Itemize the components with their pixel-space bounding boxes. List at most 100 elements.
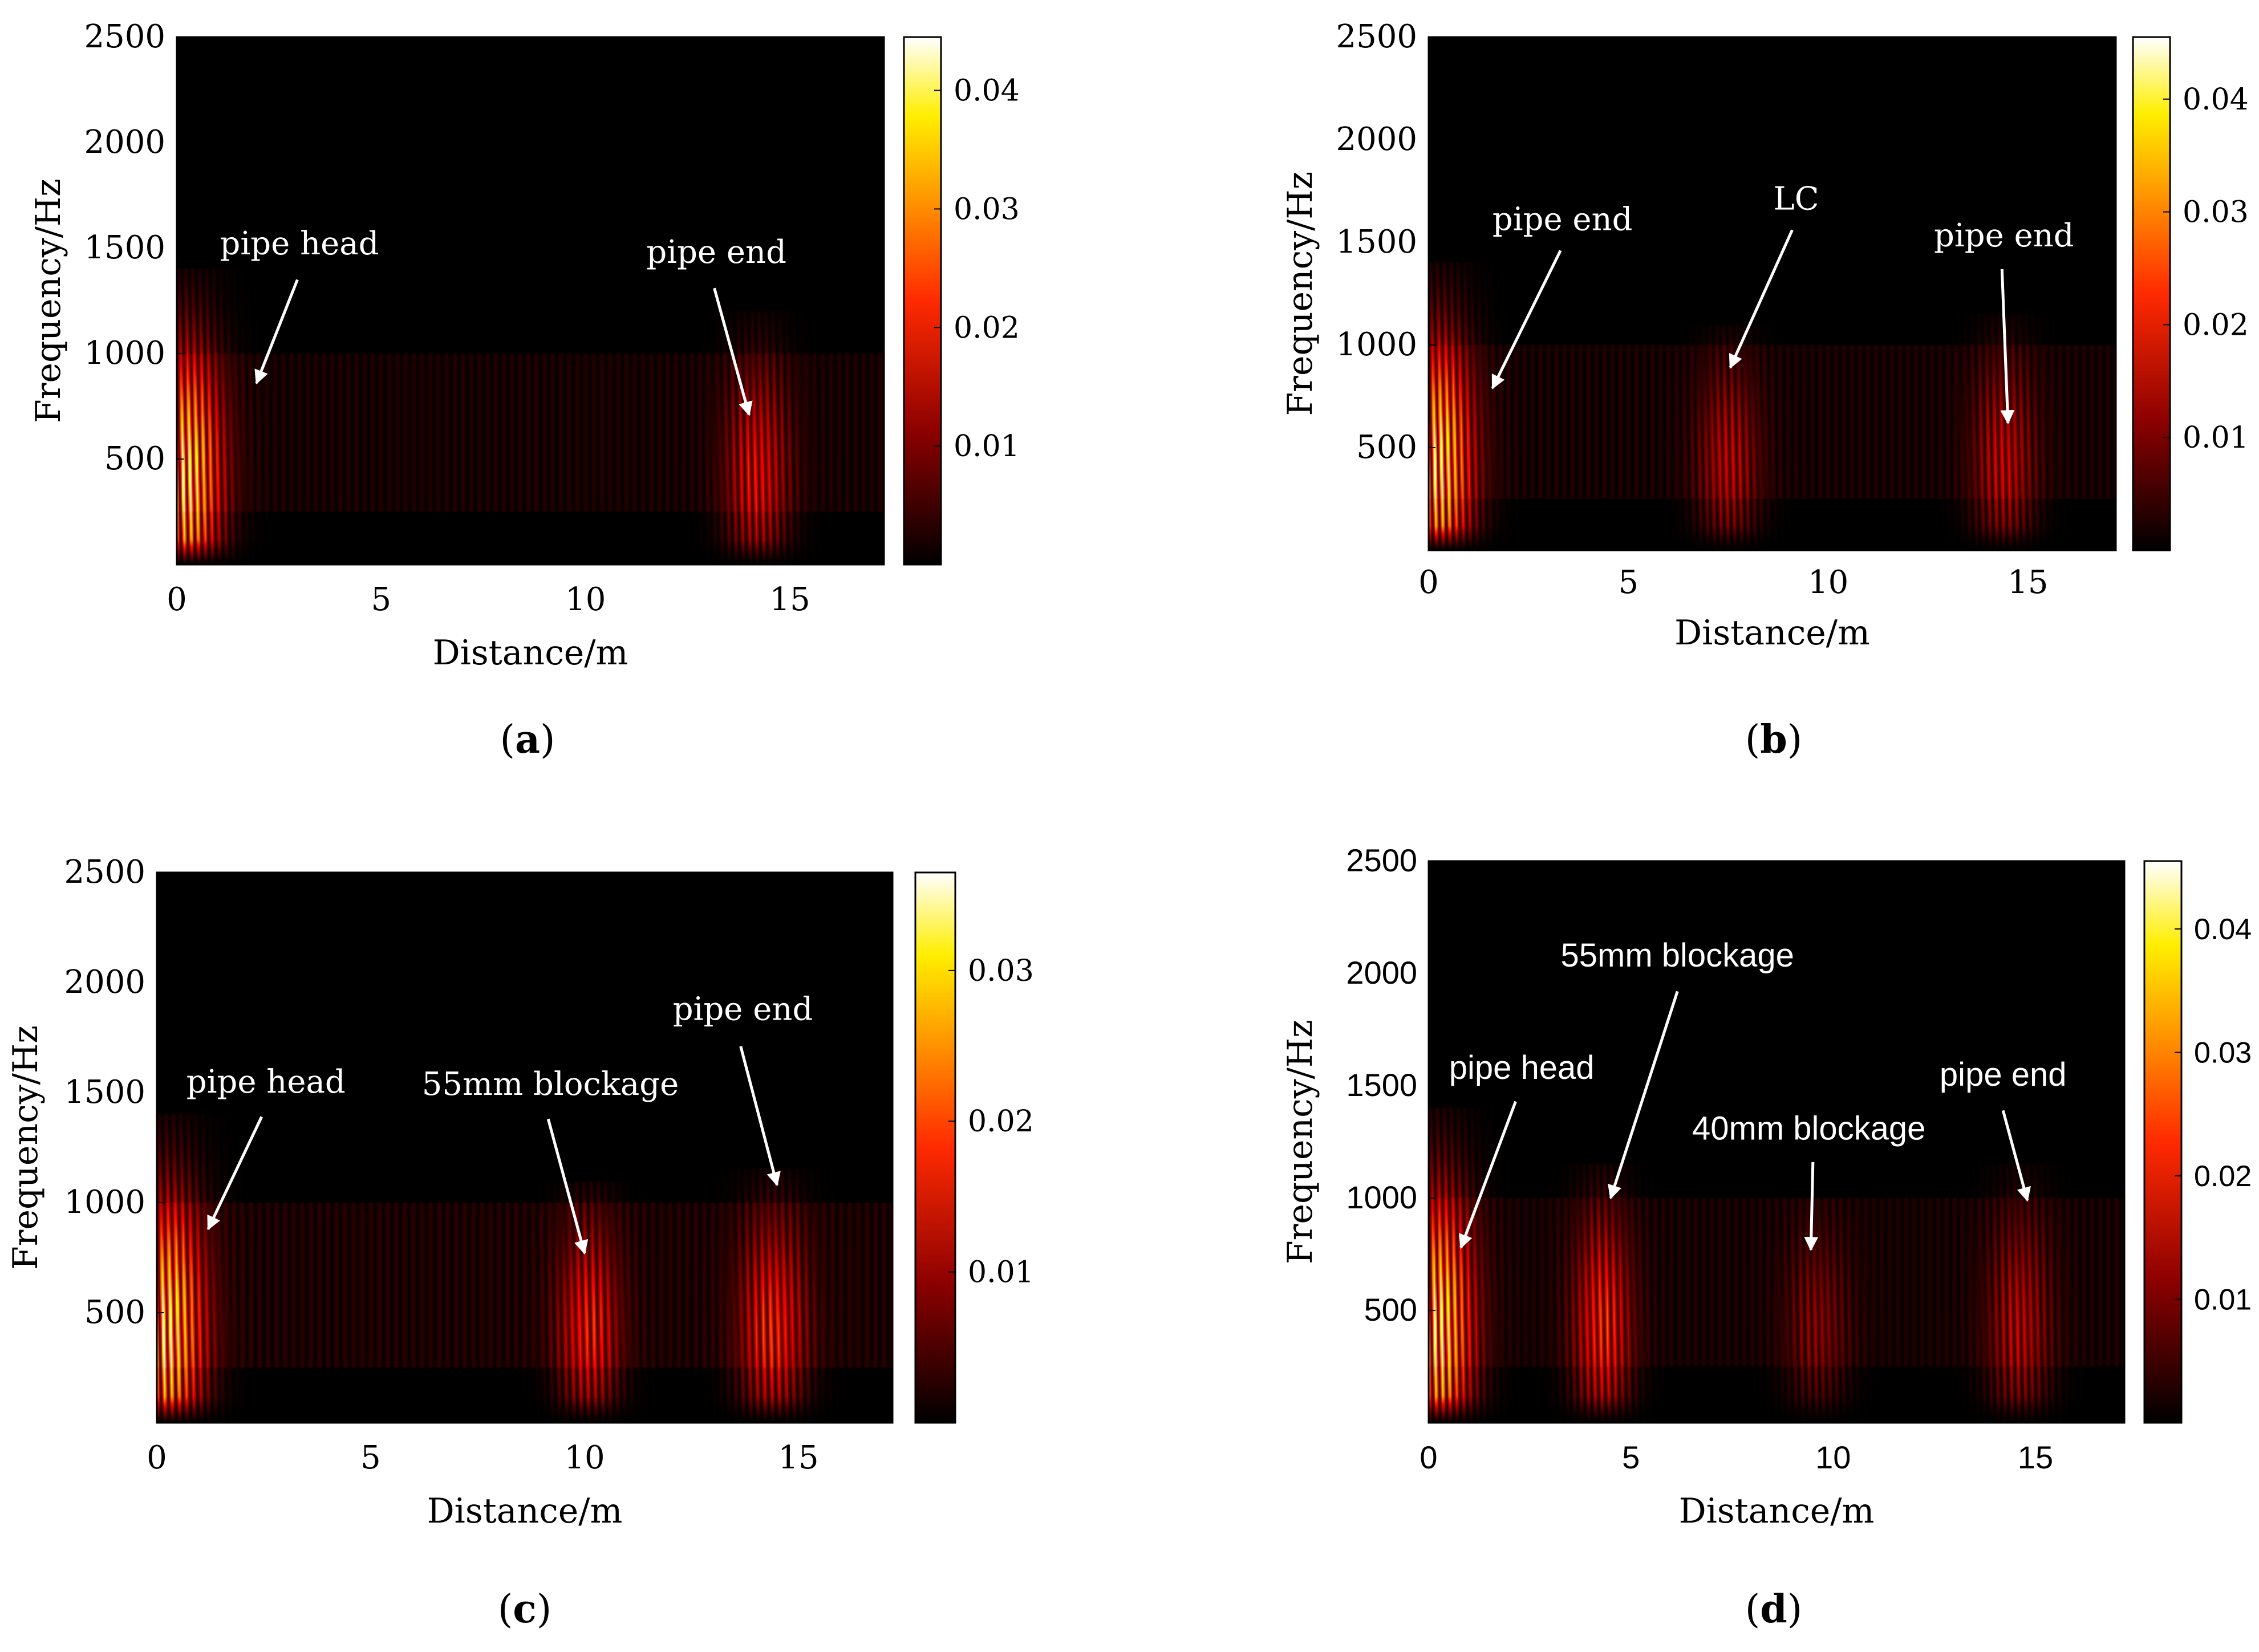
- y-axis-label: Frequency/Hz: [6, 1025, 46, 1270]
- annotation-label: 55mm blockage: [1561, 937, 1794, 974]
- annotation-label: 40mm blockage: [1692, 1110, 1925, 1147]
- plot-frame: [1427, 36, 2117, 551]
- y-tick-label: 1500: [64, 1074, 145, 1111]
- y-tick-label: 500: [84, 1294, 145, 1331]
- panel-label: (c): [498, 1586, 551, 1632]
- y-tick-label: 2500: [1346, 842, 1417, 878]
- colorbar-tick-label: 0.01: [954, 429, 1020, 464]
- x-tick-label: 5: [1622, 1439, 1640, 1475]
- y-axis-label: Frequency/Hz: [1280, 172, 1320, 416]
- colorbar-tick-label: 0.04: [954, 74, 1020, 108]
- colorbar: [914, 871, 956, 1424]
- x-tick-label: 0: [1420, 1439, 1437, 1475]
- annotation-arrow: [1729, 229, 1794, 369]
- y-tick-label: 1000: [64, 1184, 145, 1221]
- annotation-arrow: [713, 287, 753, 416]
- y-tick-label: 1500: [1346, 1067, 1417, 1103]
- y-tick-label: 2500: [1336, 18, 1417, 55]
- y-axis-label: Frequency/Hz: [1280, 1020, 1320, 1264]
- x-tick-label: 0: [167, 581, 187, 618]
- annotation-arrow: [254, 279, 299, 385]
- colorbar-tick-label: 0.03: [954, 192, 1020, 226]
- annotation-label: pipe end: [1934, 217, 2074, 254]
- colorbar-tick-label: 0.02: [2183, 308, 2249, 342]
- panel-a: 0 5 10 15 500 1000 1500 2000 2500 Distance/m Frequ…: [29, 18, 1020, 762]
- x-axis-label: Distance/m: [1679, 1491, 1875, 1531]
- plot-frame: [1427, 860, 2126, 1424]
- colorbar-tick-label: 0.04: [2194, 913, 2252, 946]
- y-tick-label: 500: [1356, 429, 1417, 466]
- y-tick-label: 2500: [84, 18, 165, 55]
- y-tick-label: 1500: [1336, 224, 1417, 261]
- colorbar-tick-label: 0.01: [2194, 1284, 2252, 1317]
- annotation-label: pipe end: [646, 234, 786, 271]
- x-tick-label: 10: [564, 1439, 605, 1476]
- heatmap-image: [1429, 861, 2124, 1423]
- x-tick-label: 5: [1618, 564, 1639, 601]
- colorbar-tick-label: 0.02: [954, 311, 1020, 345]
- annotation-label: pipe end: [673, 991, 813, 1028]
- panel-c: 0 5 10 15 500 1000 1500 2000 2500 Distance/m Frequ…: [6, 854, 1034, 1632]
- y-tick-label: 1500: [84, 229, 165, 266]
- panel-label: (a): [500, 717, 555, 762]
- annotation-arrow: [2000, 269, 2015, 425]
- annotation-arrow: [1458, 1101, 1517, 1249]
- colorbar: [2132, 36, 2171, 551]
- heatmap-image: [177, 37, 884, 565]
- annotation-arrow: [546, 1118, 589, 1255]
- annotation-label: pipe head: [220, 225, 379, 262]
- y-tick-label: 500: [104, 440, 165, 477]
- colorbar-tick-label: 0.02: [968, 1105, 1034, 1139]
- x-tick-label: 15: [770, 581, 810, 618]
- plot-frame: [156, 871, 894, 1424]
- annotation-arrow: [1608, 991, 1679, 1200]
- y-tick-label: 500: [1364, 1292, 1417, 1328]
- x-axis-label: Distance/m: [427, 1491, 623, 1531]
- x-tick-label: 10: [1808, 564, 1848, 601]
- x-axis-label: Distance/m: [1674, 613, 1870, 653]
- panel-label: (d): [1745, 1586, 1803, 1632]
- annotation-arrow: [2001, 1110, 2031, 1202]
- y-axis-label: Frequency/Hz: [29, 178, 68, 423]
- colorbar: [903, 36, 942, 566]
- annotation-arrow: [739, 1046, 781, 1187]
- colorbar-tick-label: 0.03: [2194, 1037, 2252, 1070]
- y-tick-label: 2000: [1336, 121, 1417, 158]
- x-tick-label: 5: [371, 581, 392, 618]
- plot-frame: [176, 36, 885, 566]
- colorbar-tick-label: 0.01: [968, 1256, 1034, 1290]
- annotation-label: LC: [1774, 180, 1819, 217]
- annotation-arrow: [1804, 1162, 1819, 1252]
- y-tick-label: 1000: [84, 335, 165, 372]
- x-tick-label: 10: [565, 581, 606, 618]
- colorbar: [2143, 860, 2183, 1424]
- panel-b: 0 5 10 15 500 1000 1500 2000 2500 Distance/m Frequ…: [1280, 18, 2249, 762]
- colorbar-tick-label: 0.04: [2183, 83, 2249, 117]
- x-tick-label: 10: [1815, 1439, 1851, 1475]
- colorbar-tick-label: 0.02: [2194, 1160, 2252, 1193]
- annotation-arrow: [1491, 250, 1562, 389]
- x-tick-label: 15: [2018, 1439, 2053, 1475]
- panel-label: (b): [1745, 717, 1803, 762]
- annotation-label: pipe head: [1449, 1049, 1595, 1086]
- x-tick-label: 0: [147, 1439, 167, 1476]
- annotation-label: 55mm blockage: [422, 1066, 679, 1103]
- annotation-label: pipe head: [186, 1064, 346, 1101]
- y-tick-label: 2000: [1346, 955, 1417, 991]
- y-tick-label: 1000: [1336, 326, 1417, 363]
- y-tick-label: 2500: [64, 854, 145, 891]
- annotation-label: pipe end: [1493, 201, 1633, 238]
- annotation-label: pipe end: [1940, 1056, 2067, 1093]
- x-tick-label: 15: [2007, 564, 2048, 601]
- x-tick-label: 0: [1418, 564, 1439, 601]
- x-tick-label: 15: [778, 1439, 818, 1476]
- x-tick-label: 5: [360, 1439, 381, 1476]
- colorbar-tick-label: 0.01: [2183, 421, 2249, 455]
- annotation-arrow: [206, 1116, 263, 1231]
- x-axis-label: Distance/m: [433, 633, 628, 673]
- heatmap-image: [157, 872, 893, 1423]
- colorbar-tick-label: 0.03: [2183, 196, 2249, 230]
- y-tick-label: 2000: [64, 964, 145, 1001]
- y-tick-label: 1000: [1346, 1179, 1417, 1215]
